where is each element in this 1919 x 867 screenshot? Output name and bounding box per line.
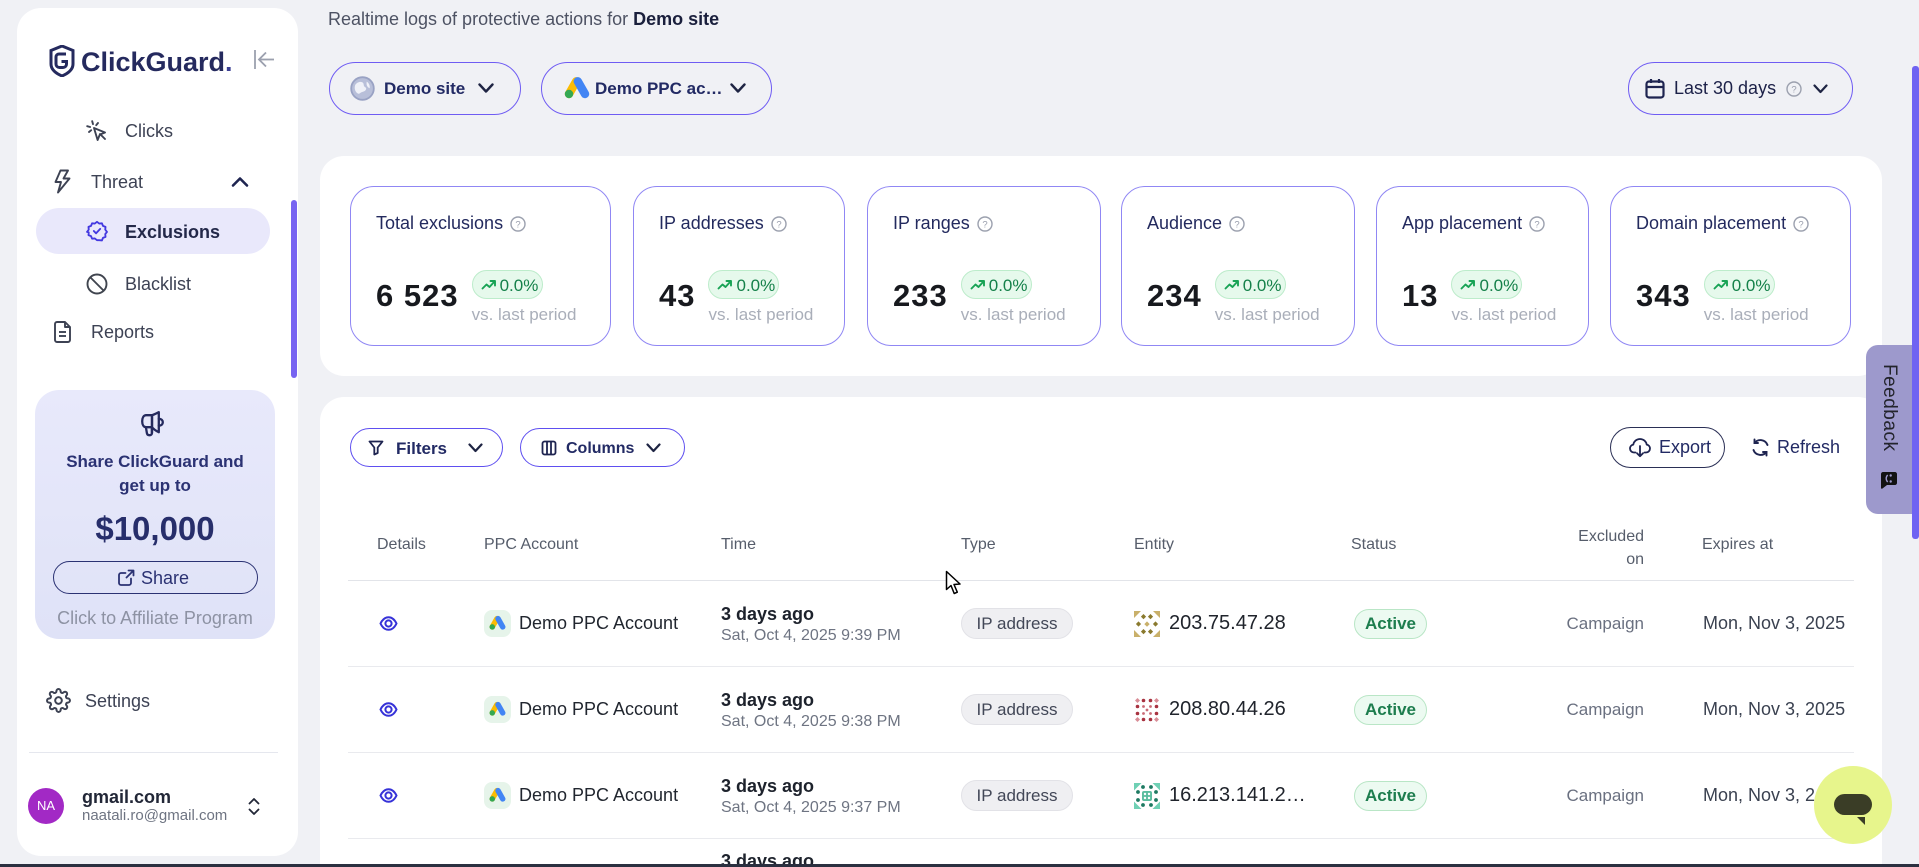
svg-text:?: ? <box>982 219 987 230</box>
svg-text:?: ? <box>1534 219 1539 230</box>
svg-text:?: ? <box>515 219 520 230</box>
svg-text:?: ? <box>1798 219 1803 230</box>
svg-text:?: ? <box>776 219 781 230</box>
svg-text:?: ? <box>1791 85 1796 96</box>
svg-text:?: ? <box>1234 219 1239 230</box>
